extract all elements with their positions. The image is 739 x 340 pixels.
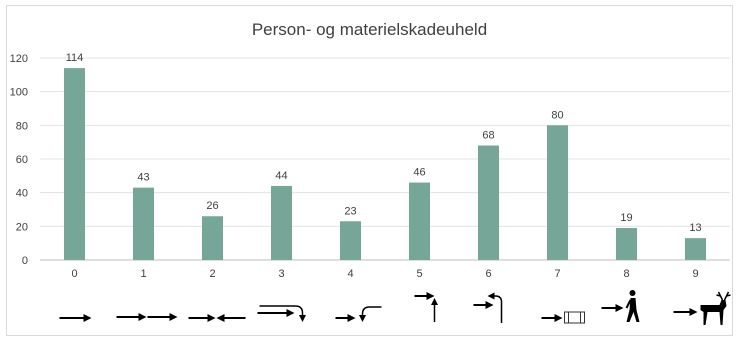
gridlines — [40, 57, 730, 261]
straight-arrow-icon — [59, 314, 92, 322]
left-turn-icon — [335, 306, 382, 322]
crossing-paths-icon — [414, 292, 438, 322]
y-tick-label: 100 — [10, 87, 28, 99]
category-icons — [59, 290, 731, 325]
x-tick-label: 7 — [554, 268, 560, 280]
x-tick-label: 9 — [692, 268, 698, 280]
data-label: 114 — [66, 52, 84, 64]
data-label: 44 — [275, 170, 287, 182]
y-tick-label: 120 — [10, 53, 28, 65]
data-label: 23 — [344, 205, 356, 217]
x-axis-ticks: 0 1 2 3 4 5 6 7 8 9 — [71, 268, 698, 280]
bar-6 — [478, 145, 499, 260]
following-vehicles-icon — [116, 313, 178, 321]
y-tick-label: 80 — [16, 120, 28, 132]
y-tick-label: 40 — [16, 188, 28, 200]
x-tick-label: 6 — [485, 268, 491, 280]
chart-title: Person- og materielskadeuheld — [251, 20, 488, 39]
y-tick-label: 60 — [16, 154, 28, 166]
x-tick-label: 4 — [347, 268, 353, 280]
data-label: 19 — [620, 212, 632, 224]
x-tick-label: 0 — [71, 268, 77, 280]
chart-frame — [6, 5, 733, 336]
data-label: 68 — [482, 130, 494, 142]
x-tick-label: 3 — [278, 268, 284, 280]
x-tick-label: 8 — [623, 268, 629, 280]
y-tick-label: 20 — [16, 221, 28, 233]
bar-3 — [271, 185, 292, 260]
bar-8 — [616, 228, 637, 260]
bar-9 — [685, 238, 706, 260]
data-labels: 114 43 26 44 23 46 68 80 19 13 — [66, 52, 702, 234]
bar-0 — [64, 68, 85, 260]
data-label: 46 — [413, 167, 425, 179]
y-axis-ticks: 0 20 40 60 80 100 120 — [10, 53, 28, 267]
bar-5 — [409, 182, 430, 260]
data-label: 26 — [206, 200, 218, 212]
x-tick-label: 1 — [140, 268, 146, 280]
y-tick-label: 0 — [22, 255, 28, 267]
pedestrian-icon — [601, 290, 640, 322]
data-label: 80 — [551, 109, 563, 121]
bar-2 — [202, 216, 223, 260]
data-label: 13 — [689, 222, 701, 234]
opposing-vehicles-icon — [188, 314, 246, 322]
bar-4 — [340, 221, 361, 260]
x-tick-label: 2 — [209, 268, 215, 280]
data-label: 43 — [137, 172, 149, 184]
x-tick-label: 5 — [416, 268, 422, 280]
bars — [64, 68, 706, 260]
turn-crossing-icon — [473, 292, 503, 323]
bar-7 — [547, 125, 568, 260]
bar-1 — [133, 187, 154, 260]
deer-icon — [673, 291, 731, 325]
overtaking-turn-icon — [257, 305, 306, 322]
parked-vehicle-icon — [541, 311, 585, 324]
